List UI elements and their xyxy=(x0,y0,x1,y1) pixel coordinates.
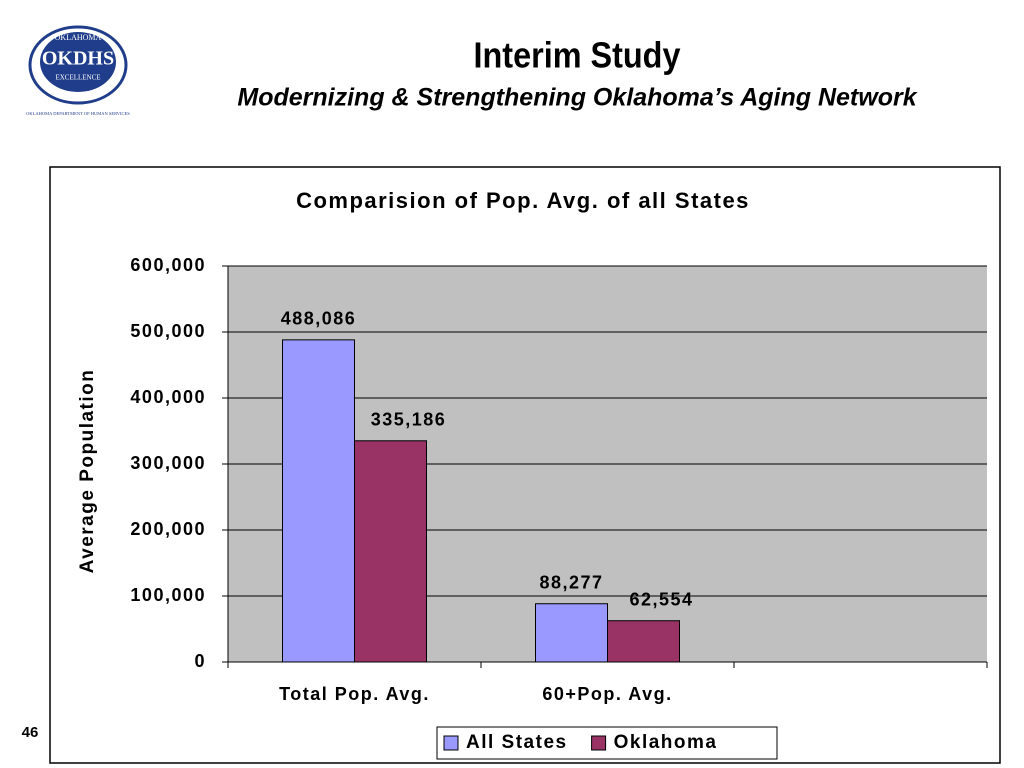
data-label: 335,186 xyxy=(371,410,447,430)
logo: OKLAHOMA OKDHS EXCELLENCE OKLAHOMA DEPAR… xyxy=(26,25,130,116)
slide-subtitle: Modernizing & Strengthening Oklahoma’s A… xyxy=(237,84,917,112)
y-tick-label: 300,000 xyxy=(130,453,206,473)
logo-top: OKLAHOMA xyxy=(55,33,102,42)
legend-swatch xyxy=(591,735,607,751)
page-number: 46 xyxy=(22,724,39,741)
bar xyxy=(282,339,355,663)
bar xyxy=(354,440,427,663)
logo-name: OKDHS xyxy=(42,48,114,70)
legend-label: Oklahoma xyxy=(614,732,718,753)
bar xyxy=(607,620,680,663)
bar xyxy=(535,603,608,663)
data-label: 62,554 xyxy=(629,589,693,609)
legend-swatch xyxy=(443,735,459,751)
y-tick-label: 400,000 xyxy=(130,387,206,407)
y-tick-label: 500,000 xyxy=(130,321,206,341)
y-tick-label: 600,000 xyxy=(130,255,206,275)
data-label: 488,086 xyxy=(281,309,357,329)
logo-motto: EXCELLENCE xyxy=(55,74,100,82)
legend xyxy=(436,726,778,760)
x-tick-label: 60+Pop. Avg. xyxy=(542,684,672,704)
logo-center xyxy=(40,32,116,92)
y-axis-label: Average Population xyxy=(77,369,98,574)
y-tick-label: 200,000 xyxy=(130,519,206,539)
chart-title: Comparision of Pop. Avg. of all States xyxy=(296,188,750,213)
y-tick-label: 100,000 xyxy=(130,585,206,605)
x-tick-label: Total Pop. Avg. xyxy=(279,684,430,704)
logo-caption: OKLAHOMA DEPARTMENT OF HUMAN SERVICES xyxy=(26,111,130,116)
legend-label: All States xyxy=(466,732,568,753)
data-label: 88,277 xyxy=(539,572,603,592)
y-tick-label: 0 xyxy=(194,651,206,671)
slide-title: Interim Study xyxy=(474,36,681,76)
